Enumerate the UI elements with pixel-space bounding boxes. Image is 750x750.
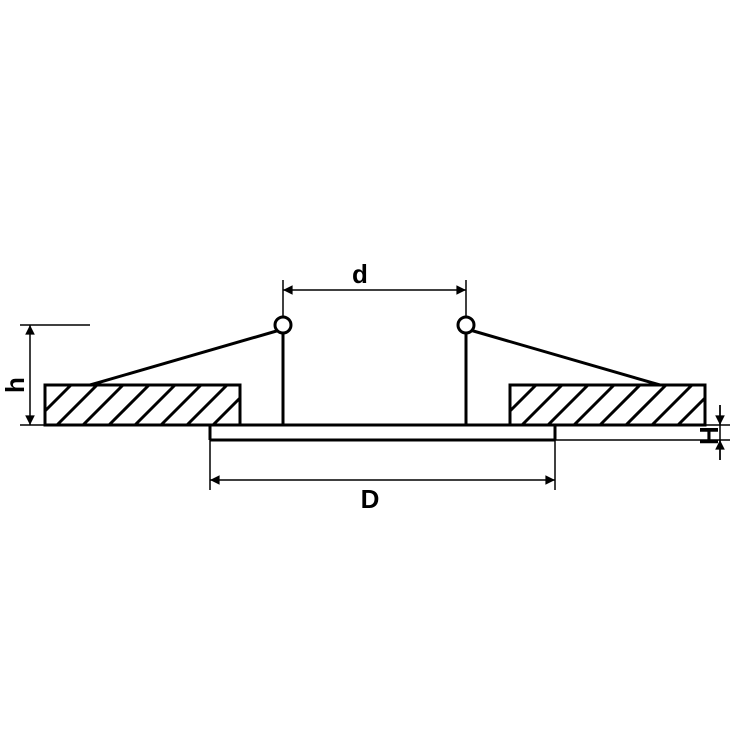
hatch-line — [510, 385, 536, 411]
dim-D-label: D — [361, 484, 380, 514]
hatch-line — [239, 424, 240, 425]
hatch-line — [213, 398, 240, 425]
diag-right — [470, 330, 660, 385]
hatch-line — [704, 424, 705, 425]
clip-circle-right — [458, 317, 474, 333]
dim-H-label: H — [694, 426, 724, 445]
dim-d-label: d — [352, 259, 368, 289]
clip-circle-left — [275, 317, 291, 333]
dim-h-label: h — [0, 377, 30, 393]
technical-drawing: d Dh H — [0, 0, 750, 750]
hatch-line — [45, 385, 71, 411]
diag-left — [90, 330, 280, 385]
hatch-line — [678, 398, 705, 425]
